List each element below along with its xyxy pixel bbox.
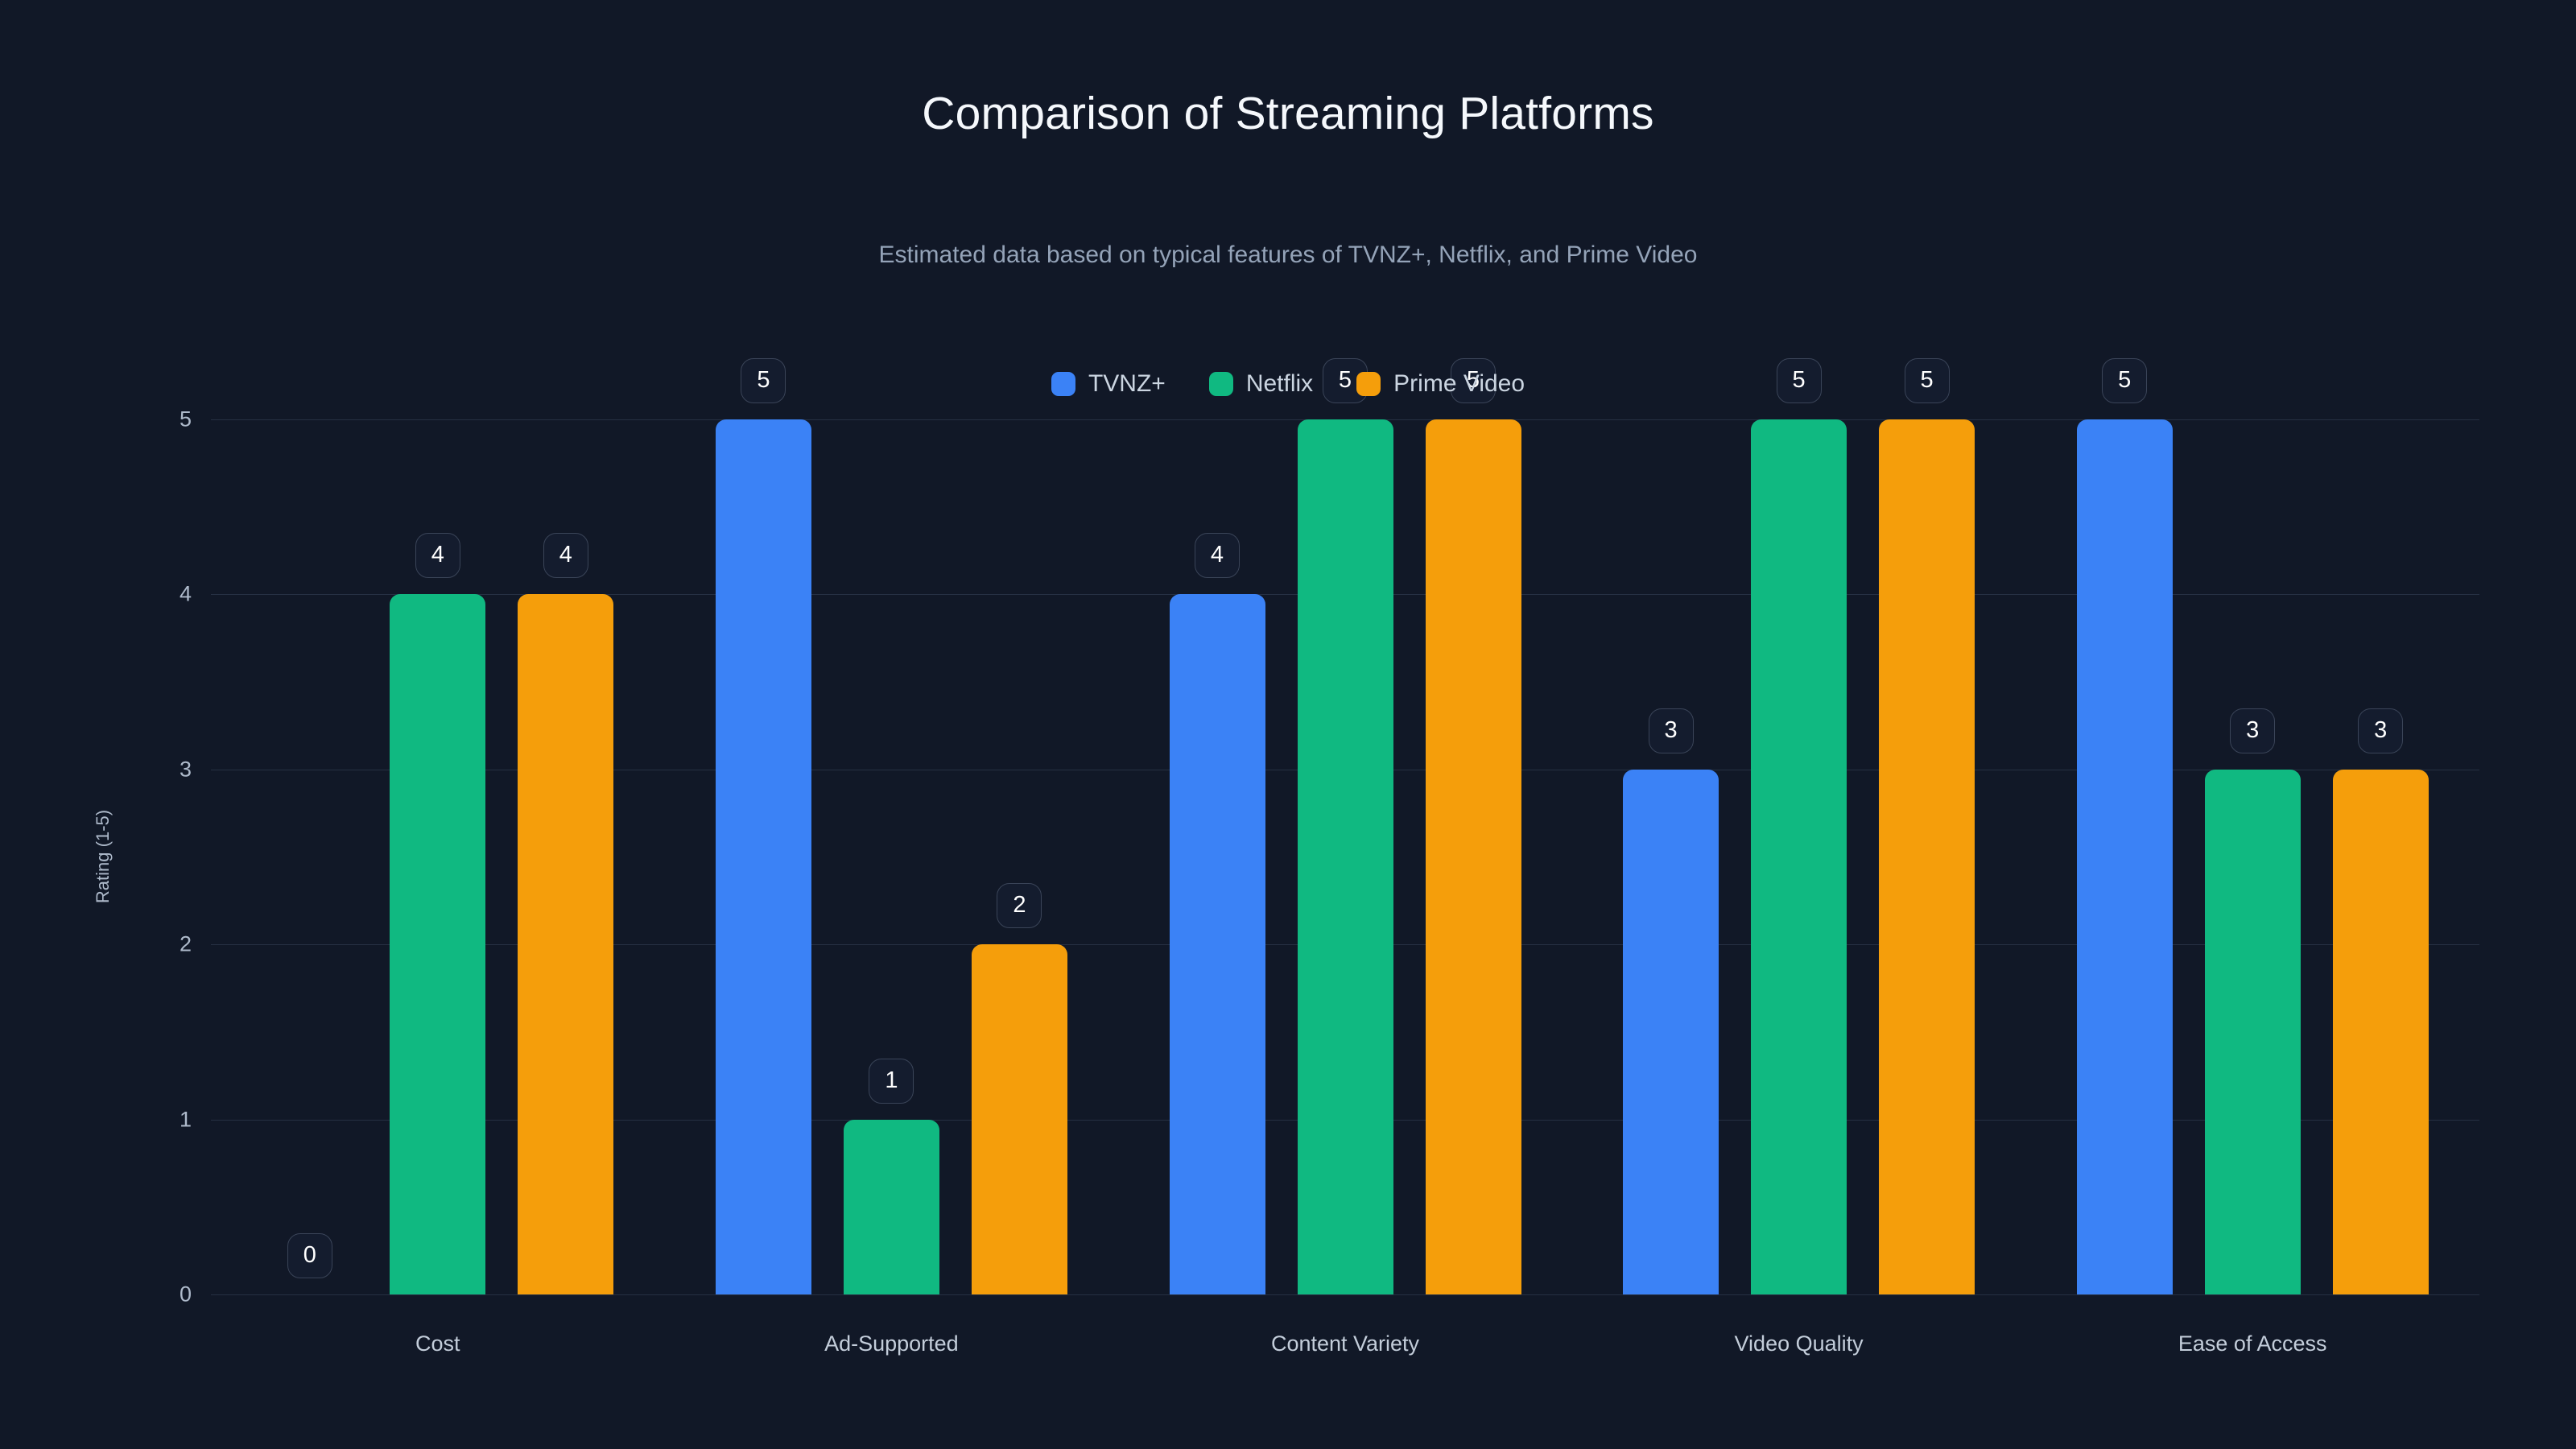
bar[interactable] [1425,419,1521,1294]
bar[interactable] [2204,769,2301,1294]
y-tick-label: 0 [179,1282,192,1307]
bar[interactable] [1169,594,1265,1294]
bar[interactable] [1751,419,1847,1294]
legend-item-netflix[interactable]: Netflix [1208,370,1314,398]
x-tick-label: Content Variety [1270,1331,1420,1356]
y-tick-label: 2 [179,931,192,956]
legend-item-tvnz[interactable]: TVNZ+ [1051,370,1166,398]
x-tick-label: Ease of Access [2178,1331,2327,1356]
bar-value-label: 5 [741,358,786,403]
bar-value-label: 5 [1776,358,1822,403]
bar[interactable] [2332,769,2429,1294]
bar-value-label: 2 [997,883,1042,929]
bar[interactable] [1623,769,1719,1294]
plot-area [211,419,2479,1295]
bar[interactable] [715,419,811,1294]
bar-value-label: 4 [415,533,460,579]
bar[interactable] [2076,419,2173,1294]
bar-value-label: 3 [2358,708,2404,753]
bar[interactable] [1879,419,1975,1294]
bar[interactable] [971,944,1067,1294]
x-tick-label: Ad-Supported [824,1331,959,1356]
bar[interactable] [390,594,486,1294]
bar[interactable] [843,1119,939,1294]
bar-value-label: 5 [2102,358,2148,403]
bar-value-label: 5 [1451,358,1496,403]
bar-value-label: 3 [1648,708,1694,753]
chart-legend: TVNZ+ Netflix Prime Video [0,370,2576,398]
x-tick-label: Cost [415,1331,460,1356]
y-tick-label: 3 [179,757,192,782]
x-tick-label: Video Quality [1734,1331,1864,1356]
bar-value-label: 1 [869,1058,914,1104]
y-axis-title: Rating (1-5) [93,809,113,904]
bar-value-label: 5 [1904,358,1950,403]
bar-value-label: 0 [287,1233,332,1278]
legend-item-prime-video[interactable]: Prime Video [1356,370,1525,398]
legend-item-label: TVNZ+ [1088,370,1166,397]
bar-value-label: 4 [1195,533,1240,579]
legend-swatch-icon [1356,372,1381,396]
legend-item-label: Netflix [1245,370,1314,397]
legend-item-label: Prime Video [1393,370,1525,397]
gridline [211,1294,2479,1295]
y-tick-label: 1 [179,1107,192,1132]
bar[interactable] [1297,419,1393,1294]
legend-swatch-icon [1051,372,1075,396]
legend-swatch-icon [1208,372,1233,396]
bar-value-label: 3 [2230,708,2276,753]
y-tick-label: 4 [179,581,192,606]
chart-title: Comparison of Streaming Platforms [922,88,1654,139]
chart-subtitle: Estimated data based on typical features… [878,242,1698,268]
y-tick-label: 5 [179,407,192,431]
bar-value-label: 4 [543,533,588,579]
bar[interactable] [518,594,614,1294]
